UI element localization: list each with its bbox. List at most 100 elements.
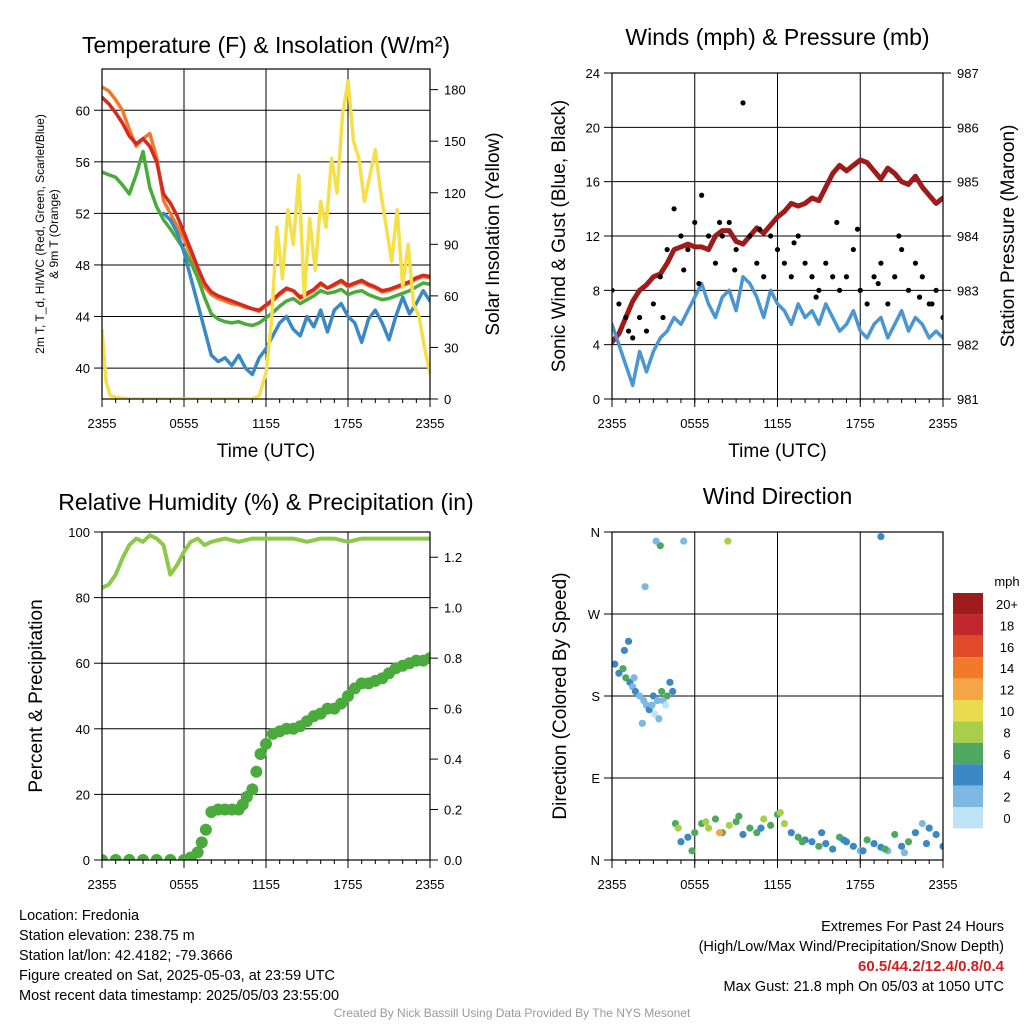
y-axis-label-right: Solar Insolation (Yellow): [483, 132, 504, 335]
chart-title: Wind Direction: [703, 483, 853, 509]
direction-point: [808, 838, 816, 846]
data-point: [732, 267, 738, 273]
direction-point: [900, 849, 908, 857]
data-point: [854, 226, 861, 232]
y-tick-label: 40: [76, 361, 90, 376]
y-axis-label-text: Direction (Colored By Speed): [550, 572, 571, 819]
direction-point: [656, 542, 664, 550]
y-tick-label: 60: [76, 103, 90, 118]
y2-tick-label: 986: [957, 120, 979, 135]
y2-tick-label: 120: [444, 186, 466, 201]
direction-point: [684, 833, 692, 841]
data-point: [864, 301, 870, 307]
y-tick-label: 56: [76, 155, 90, 170]
data-point: [774, 246, 781, 253]
extremes-values: 60.5/44.2/12.4/0.8/0.4: [858, 958, 1004, 975]
direction-point: [663, 692, 671, 700]
direction-point: [691, 829, 699, 837]
y-tick-label: N: [591, 525, 600, 540]
data-point: [933, 287, 939, 293]
x-tick-label: 0555: [170, 877, 199, 892]
data-point: [912, 260, 919, 266]
direction-point: [818, 829, 826, 837]
data-point: [671, 206, 677, 212]
data-point: [250, 765, 263, 778]
direction-point: [711, 815, 720, 823]
data-point: [699, 192, 705, 198]
colorbar-swatch: [953, 614, 983, 636]
colorbar-swatch: [953, 807, 983, 829]
data-point: [726, 219, 732, 226]
direction-point: [898, 842, 906, 850]
data-point: [630, 335, 636, 341]
colorbar-label: 18: [1000, 618, 1014, 633]
colorbar-swatch: [953, 678, 983, 700]
direction-point: [925, 824, 933, 832]
data-point: [137, 854, 149, 860]
plot-frame: [611, 531, 944, 861]
chart-panel-1: Temperature (F) & Insolation (W/m²) 2355 0…: [76, 32, 466, 462]
y-tick-label: 0: [83, 853, 90, 868]
y-tick-label: 44: [76, 310, 90, 325]
data-point: [650, 301, 656, 307]
series-line-5: [102, 79, 430, 399]
direction-point: [652, 537, 660, 545]
y2-tick-label: 150: [444, 134, 466, 149]
data-point: [747, 233, 753, 239]
extremes-legend: (High/Low/Max Wind/Precipitation/Snow De…: [698, 939, 1004, 955]
x-tick-label: 2355: [929, 877, 958, 892]
series-line-3: [102, 149, 430, 328]
data-point: [150, 854, 163, 860]
colorbar-label: 8: [1003, 725, 1010, 740]
y2-tick-label: 0.2: [444, 803, 462, 818]
data-point: [733, 246, 739, 253]
colorbar-swatch: [953, 635, 983, 658]
station-location: Location: Fredonia: [19, 908, 140, 924]
plot-frame: [101, 68, 431, 400]
y-axis-label-left: 2m T, T_d, HI/WC (Red, Green, Scarlet/Bl…: [33, 114, 61, 354]
direction-point: [881, 845, 889, 853]
data-point: [754, 260, 760, 266]
y-tick-label: N: [591, 853, 600, 868]
direction-point: [794, 833, 802, 841]
y-tick-label: 0: [593, 392, 600, 407]
chart-title: Temperature (F) & Insolation (W/m²): [82, 32, 450, 58]
direction-point: [653, 696, 662, 705]
x-tick-label: 0555: [680, 877, 709, 892]
series-line-1: [102, 533, 430, 590]
data-point: [896, 233, 902, 239]
chart-title: Winds (mph) & Pressure (mb): [625, 24, 929, 50]
direction-point: [674, 824, 682, 832]
data-point: [740, 100, 746, 106]
data-point: [781, 260, 787, 266]
y-tick-label: 60: [76, 656, 90, 671]
colorbar-unit: mph: [994, 574, 1019, 589]
x-tick-label: 1755: [846, 416, 875, 431]
data-point: [657, 274, 663, 280]
data-point: [878, 260, 884, 266]
y2-tick-label: 982: [957, 338, 979, 353]
y2-tick-label: 981: [957, 392, 979, 407]
y-axis-label-right: Station Pressure (Maroon): [998, 125, 1019, 348]
colorbar-label: 14: [1000, 661, 1014, 676]
data-point: [834, 219, 840, 226]
y2-tick-label: 90: [444, 237, 458, 252]
colorbar-label: 10: [1000, 704, 1014, 719]
data-point: [940, 314, 943, 321]
direction-point: [939, 842, 943, 850]
direction-point: [918, 819, 926, 828]
data-point: [199, 823, 212, 836]
y2-tick-label: 1.0: [444, 601, 462, 616]
x-tick-label: 1155: [252, 416, 280, 431]
data-point: [875, 280, 881, 287]
data-point: [643, 328, 650, 334]
extremes-title: Extremes For Past 24 Hours: [821, 919, 1004, 935]
x-axis-label: Time (UTC): [728, 441, 827, 462]
data-point: [712, 260, 719, 266]
colorbar-label: 6: [1003, 747, 1010, 762]
direction-point: [662, 701, 670, 709]
direction-point: [787, 829, 795, 837]
direction-point: [746, 824, 754, 832]
y-tick-label: 8: [593, 283, 600, 298]
